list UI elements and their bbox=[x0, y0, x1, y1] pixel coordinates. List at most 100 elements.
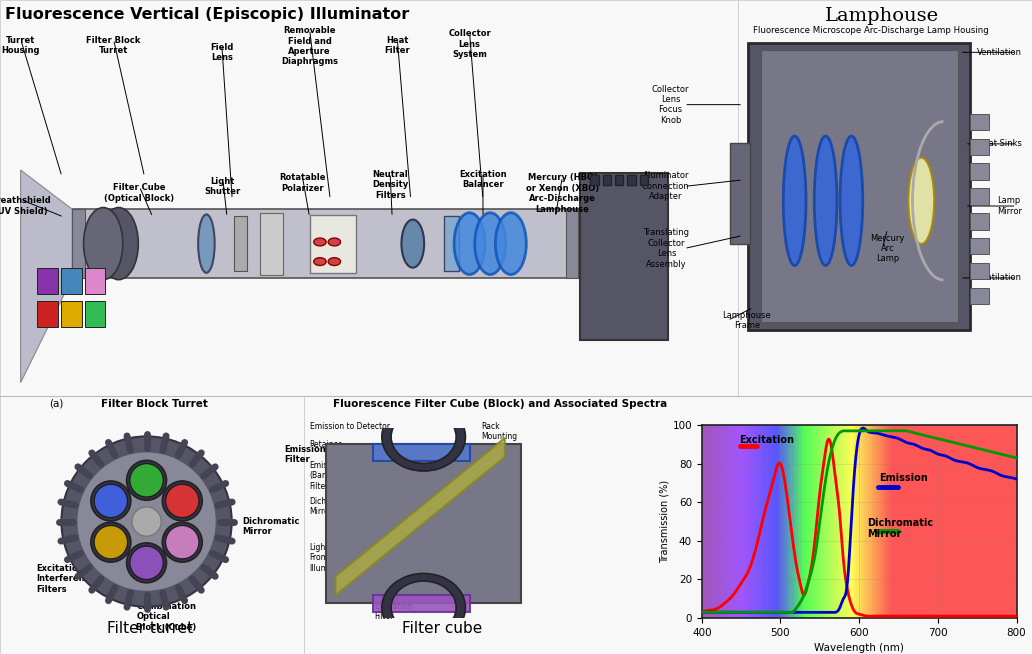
Text: Fluorescence Filter Cube (Block) and Associated Spectra: Fluorescence Filter Cube (Block) and Ass… bbox=[333, 399, 668, 409]
Bar bbox=[971, 425, 972, 618]
Bar bbox=[826, 425, 828, 618]
Text: Dichromatic
Mirror: Dichromatic Mirror bbox=[243, 517, 300, 536]
Text: Filter
Block: Filter Block bbox=[481, 517, 502, 536]
Bar bbox=[959, 425, 960, 618]
Bar bbox=[761, 50, 958, 322]
Bar bbox=[915, 425, 917, 618]
Circle shape bbox=[314, 238, 326, 246]
Circle shape bbox=[91, 523, 131, 562]
Bar bbox=[830, 425, 831, 618]
Bar bbox=[897, 425, 899, 618]
Ellipse shape bbox=[454, 213, 485, 275]
Bar bbox=[987, 425, 989, 618]
Bar bbox=[970, 288, 989, 304]
Bar bbox=[615, 175, 623, 185]
Bar bbox=[809, 425, 810, 618]
Bar bbox=[854, 425, 856, 618]
Text: Breathshield
(UV Shield): Breathshield (UV Shield) bbox=[0, 196, 51, 216]
Bar bbox=[795, 425, 797, 618]
Bar bbox=[891, 425, 893, 618]
Bar bbox=[843, 425, 845, 618]
Bar bbox=[921, 425, 923, 618]
Bar bbox=[730, 425, 732, 618]
Bar bbox=[894, 425, 896, 618]
Text: Mercury
Arc
Lamp: Mercury Arc Lamp bbox=[870, 233, 905, 264]
Bar bbox=[789, 425, 792, 618]
Bar bbox=[783, 425, 785, 618]
Circle shape bbox=[132, 507, 161, 536]
Circle shape bbox=[130, 546, 163, 579]
Bar bbox=[260, 213, 283, 275]
Text: Lamphouse: Lamphouse bbox=[826, 7, 939, 25]
Bar bbox=[748, 43, 970, 330]
Ellipse shape bbox=[401, 220, 424, 267]
Bar bbox=[992, 425, 993, 618]
Bar bbox=[768, 425, 770, 618]
Bar bbox=[930, 425, 932, 618]
Bar bbox=[776, 425, 777, 618]
Bar bbox=[782, 425, 783, 618]
Text: Excitation
Filter: Excitation Filter bbox=[375, 602, 413, 621]
Ellipse shape bbox=[495, 213, 526, 275]
Bar bbox=[911, 425, 912, 618]
Bar bbox=[762, 425, 763, 618]
Bar bbox=[0, 396, 304, 654]
Bar bbox=[753, 425, 755, 618]
Bar bbox=[1010, 425, 1011, 618]
Y-axis label: Transmission (%): Transmission (%) bbox=[659, 480, 670, 563]
Text: Lamphouse
Frame: Lamphouse Frame bbox=[722, 311, 771, 330]
Bar bbox=[85, 301, 105, 327]
Bar bbox=[831, 425, 833, 618]
Bar bbox=[732, 425, 734, 618]
Circle shape bbox=[61, 436, 232, 607]
Text: Light
Shutter: Light Shutter bbox=[204, 177, 241, 196]
Bar bbox=[896, 425, 897, 618]
Bar bbox=[760, 425, 762, 618]
Ellipse shape bbox=[783, 136, 806, 266]
Bar bbox=[85, 268, 105, 294]
Bar bbox=[716, 425, 717, 618]
Bar bbox=[851, 425, 852, 618]
Bar bbox=[864, 425, 866, 618]
Bar bbox=[711, 425, 713, 618]
Text: Excitation
Balancer: Excitation Balancer bbox=[459, 170, 507, 190]
Bar bbox=[1001, 425, 1002, 618]
Text: Neutral
Density
Filters: Neutral Density Filters bbox=[372, 170, 409, 200]
Bar bbox=[888, 425, 889, 618]
Circle shape bbox=[127, 460, 166, 500]
Text: Excitation: Excitation bbox=[740, 435, 795, 445]
Circle shape bbox=[328, 238, 341, 246]
Bar bbox=[735, 425, 737, 618]
Text: Filter Set
ID Code: Filter Set ID Code bbox=[481, 559, 515, 579]
Bar bbox=[752, 425, 753, 618]
Bar bbox=[846, 425, 848, 618]
Bar bbox=[962, 425, 963, 618]
Bar bbox=[1017, 425, 1019, 618]
Bar bbox=[929, 425, 930, 618]
Bar bbox=[744, 425, 746, 618]
Bar bbox=[989, 425, 990, 618]
Text: Filter cube: Filter cube bbox=[401, 621, 482, 636]
Bar bbox=[938, 425, 939, 618]
Bar bbox=[590, 175, 599, 185]
Bar bbox=[936, 425, 938, 618]
Text: (a): (a) bbox=[50, 399, 64, 409]
Bar bbox=[909, 425, 911, 618]
Bar bbox=[818, 425, 819, 618]
Bar bbox=[1002, 425, 1004, 618]
Bar bbox=[640, 175, 648, 185]
Bar bbox=[0, 0, 738, 396]
Bar bbox=[779, 425, 780, 618]
Bar bbox=[974, 425, 975, 618]
Bar bbox=[770, 425, 771, 618]
Bar bbox=[918, 425, 921, 618]
Bar bbox=[902, 425, 903, 618]
Bar bbox=[1007, 425, 1008, 618]
Bar bbox=[580, 173, 668, 340]
Polygon shape bbox=[21, 170, 72, 383]
Bar bbox=[969, 425, 971, 618]
Bar bbox=[807, 425, 809, 618]
Text: Removable
Field and
Aperture
Diaphragms: Removable Field and Aperture Diaphragms bbox=[281, 26, 338, 66]
Bar bbox=[839, 425, 840, 618]
Bar bbox=[705, 425, 707, 618]
